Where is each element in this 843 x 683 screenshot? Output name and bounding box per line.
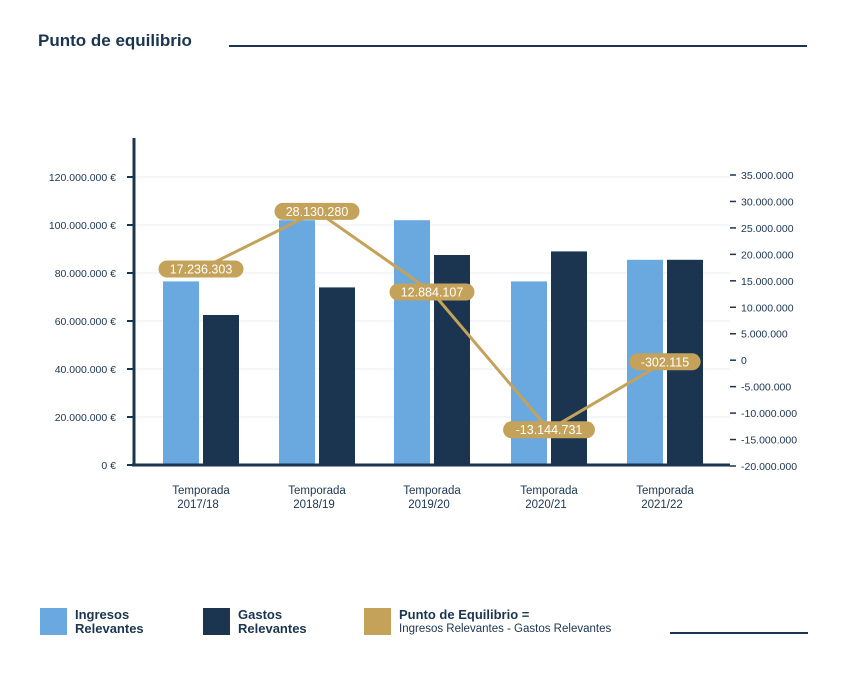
legend-swatch-income [40, 608, 67, 635]
right-axis-tick-label: 35.000.000 [741, 170, 794, 182]
footer-rule [670, 632, 808, 634]
x-tick-label-line2: 2020/21 [525, 499, 567, 511]
bar-ingresos [394, 220, 430, 465]
right-axis-tick-label: -20.000.000 [741, 461, 797, 473]
left-axis-tick-label: 60.000.000 € [55, 316, 116, 328]
bar-ingresos [163, 281, 199, 465]
x-tick-label-line1: Temporada [172, 485, 230, 497]
legend-item-expenses: Gastos Relevantes [203, 608, 307, 636]
title-rule [229, 45, 807, 47]
x-tick-label-line1: Temporada [520, 485, 578, 497]
data-label: 17.236.303 [170, 262, 233, 276]
right-axis-tick-label: 25.000.000 [741, 223, 794, 235]
right-axis-tick-label: 20.000.000 [741, 249, 794, 261]
x-tick-label-line2: 2017/18 [177, 499, 219, 511]
x-tick-label-line2: 2018/19 [293, 499, 335, 511]
left-axis-tick-label: 40.000.000 € [55, 364, 116, 376]
right-axis-tick-label: 10.000.000 [741, 302, 794, 314]
right-axis-tick-label: 5.000.000 [741, 329, 788, 341]
left-axis-tick-label: 120.000.000 € [49, 172, 116, 184]
data-label-pill [503, 421, 595, 439]
legend-label-balance-line1: Punto de Equilibrio = [399, 607, 530, 622]
right-axis-tick-label: -10.000.000 [741, 408, 797, 420]
data-label-pill [389, 283, 475, 301]
x-tick-label-line1: Temporada [288, 485, 346, 497]
left-axis-tick-label: 0 € [101, 460, 116, 472]
data-label: 28.130.280 [286, 205, 349, 219]
bar-gastos [203, 315, 239, 465]
right-axis-tick-label: 15.000.000 [741, 276, 794, 288]
legend-item-income: Ingresos Relevantes [40, 608, 144, 636]
right-axis-tick-label: 0 [741, 355, 747, 367]
chart-svg: 0 € 20.000.000 € 40.000.000 € 60.000.000 € 8… [49, 138, 797, 511]
data-label-pill [274, 202, 360, 220]
right-axis-tick-label: -5.000.000 [741, 382, 791, 394]
data-label-pill [158, 260, 244, 278]
x-tick-label-line1: Temporada [636, 485, 694, 497]
left-axis-tick-label: 100.000.000 € [49, 220, 116, 232]
legend-item-balance: Punto de Equilibrio = Ingresos Relevante… [364, 608, 611, 636]
legend-swatch-balance [364, 608, 391, 635]
legend-label-income-line2: Relevantes [75, 621, 144, 636]
left-axis-tick-label: 80.000.000 € [55, 268, 116, 280]
data-label: 12.884.107 [401, 286, 464, 300]
bar-ingresos [279, 220, 315, 465]
legend-label-expenses-line1: Gastos [238, 607, 283, 622]
legend-label-income-line1: Ingresos [75, 607, 130, 622]
right-axis-tick-label: 30.000.000 [741, 196, 794, 208]
legend-label-expenses-line2: Relevantes [238, 621, 307, 636]
x-tick-label-line2: 2021/22 [641, 499, 683, 511]
data-label: -13.144.731 [516, 423, 583, 437]
data-label-pill [629, 353, 701, 371]
x-tick-label-line2: 2019/20 [408, 499, 450, 511]
legend-swatch-expenses [203, 608, 230, 635]
left-axis-tick-label: 20.000.000 € [55, 412, 116, 424]
chart-title: Punto de equilibrio [38, 31, 192, 50]
bar-gastos [319, 287, 355, 465]
right-axis-tick-label: -15.000.000 [741, 435, 797, 447]
x-tick-label-line1: Temporada [403, 485, 461, 497]
legend-label-balance-line2: Ingresos Relevantes - Gastos Relevantes [399, 623, 612, 635]
data-label: -302.115 [641, 355, 689, 369]
